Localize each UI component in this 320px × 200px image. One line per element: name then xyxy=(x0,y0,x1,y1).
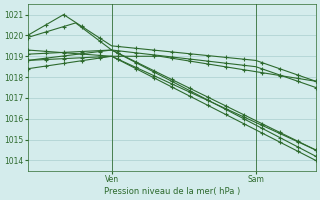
X-axis label: Pression niveau de la mer( hPa ): Pression niveau de la mer( hPa ) xyxy=(104,187,240,196)
